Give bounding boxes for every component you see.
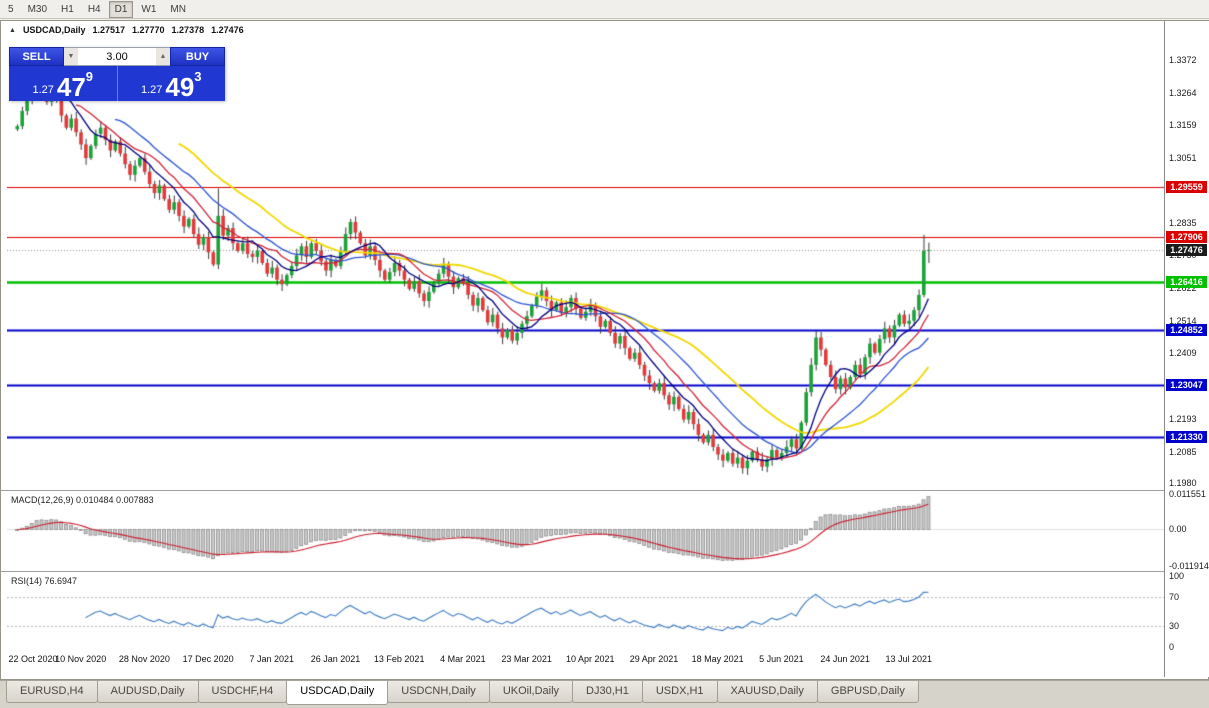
date-label: 18 May 2021 (691, 654, 744, 664)
price-axis-label: 1.3264 (1169, 88, 1197, 99)
sell-price-prefix: 1.27 (32, 84, 54, 96)
date-label: 10 Nov 2020 (55, 654, 107, 664)
chart-tab-usdchf-h4[interactable]: USDCHF,H4 (197, 681, 288, 703)
date-label: 22 Oct 2020 (8, 654, 58, 664)
macd-axis-label: 0.011551 (1169, 489, 1206, 499)
chart-tab-usdcad-daily[interactable]: USDCAD,Daily (286, 681, 389, 705)
buy-price-sup: 3 (194, 69, 202, 84)
chart-ohlc-header: ▲ USDCAD,Daily 1.27517 1.27770 1.27378 1… (9, 25, 244, 35)
chart-tab-ukoil-daily[interactable]: UKOil,Daily (488, 681, 574, 703)
chart-tab-xauusd-daily[interactable]: XAUUSD,Daily (716, 681, 818, 703)
sell-price-display[interactable]: 1.27 47 9 (9, 66, 118, 101)
date-label: 4 Mar 2021 (440, 654, 486, 664)
volume-increase-button[interactable]: ▲ (156, 48, 170, 65)
price-line-tag: 1.23047 (1166, 378, 1207, 391)
chart-tab-gbpusd-daily[interactable]: GBPUSD,Daily (816, 681, 919, 703)
chart-tab-usdx-h1[interactable]: USDX,H1 (641, 681, 718, 703)
date-label: 26 Jan 2021 (310, 654, 361, 664)
price-line-tag: 1.24852 (1166, 323, 1207, 336)
price-axis-label: 1.2193 (1169, 413, 1197, 424)
chart-tab-dj30-h1[interactable]: DJ30,H1 (572, 681, 643, 703)
volume-spinner: ▼ ▲ (64, 47, 170, 66)
price-line-tag: 1.26416 (1166, 276, 1207, 289)
date-label: 24 Jun 2021 (820, 654, 870, 664)
price-axis: 1.33721.32641.31591.30511.29461.28351.27… (1164, 21, 1209, 677)
period-button-h1[interactable]: H1 (61, 3, 74, 15)
chart-tab-eurusd-h4[interactable]: EURUSD,H4 (6, 681, 98, 703)
chart-collapse-icon[interactable]: ▲ (9, 26, 16, 34)
rsi-axis-label: 70 (1169, 592, 1180, 603)
buy-price-big: 49 (165, 71, 195, 102)
rsi-pane-separator[interactable] (1, 571, 1208, 572)
macd-pane-separator[interactable] (1, 490, 1208, 491)
sell-button[interactable]: SELL (9, 47, 64, 66)
period-button-mn[interactable]: MN (170, 3, 186, 15)
price-axis-label: 1.2835 (1169, 218, 1197, 229)
price-line-tag: 1.21330 (1166, 430, 1207, 443)
one-click-trading-panel: SELL ▼ ▲ BUY 1.27 47 9 1.27 49 3 (9, 47, 225, 101)
chart-tab-bar: EURUSD,H4 AUDUSD,Daily USDCHF,H4 USDCAD,Dai… (0, 680, 1209, 708)
period-button-h4[interactable]: H4 (87, 3, 101, 15)
ohlc-low: 1.27378 (171, 25, 205, 35)
macd-header: MACD(12,26,9) 0.010484 0.007883 (11, 495, 154, 505)
ohlc-high: 1.27770 (132, 25, 165, 35)
date-label: 17 Dec 2020 (182, 654, 234, 664)
price-line-tag: 1.29559 (1166, 180, 1207, 193)
date-label: 5 Jun 2021 (759, 654, 804, 664)
date-label: 29 Apr 2021 (629, 654, 679, 664)
macd-axis-label: 0.00 (1169, 524, 1187, 535)
periods-toolbar: 5 M30 H1 H4 D1 W1 MN (0, 0, 1209, 19)
rsi-axis-label: 30 (1169, 620, 1180, 631)
price-axis-label: 1.3051 (1169, 152, 1197, 163)
ohlc-open: 1.27517 (92, 25, 125, 35)
period-button-m30[interactable]: M30 (27, 3, 48, 15)
buy-price-prefix: 1.27 (140, 84, 163, 96)
price-axis-label: 1.2409 (1169, 348, 1197, 358)
period-button-w1[interactable]: W1 (141, 3, 157, 15)
price-axis-label: 1.1980 (1169, 478, 1197, 489)
sell-price-big: 47 (56, 71, 86, 102)
current-price-tag: 1.27476 (1166, 244, 1207, 257)
chart-tab-audusd-daily[interactable]: AUDUSD,Daily (96, 681, 199, 703)
chart-symbol-label: USDCAD,Daily (22, 25, 86, 35)
date-label: 23 Mar 2021 (501, 654, 552, 664)
sell-price-sup: 9 (85, 69, 94, 84)
volume-decrease-button[interactable]: ▼ (64, 48, 78, 65)
date-label: 10 Apr 2021 (566, 654, 615, 664)
date-label: 13 Jul 2021 (885, 654, 933, 664)
price-axis-label: 1.2514 (1169, 316, 1197, 327)
volume-input[interactable] (78, 48, 156, 65)
period-button-5[interactable]: 5 (8, 3, 14, 15)
buy-button[interactable]: BUY (170, 47, 225, 66)
time-axis: 22 Oct 2020 10 Nov 2020 28 Nov 2020 17 Dec … (1, 652, 1161, 668)
price-axis-label: 1.3372 (1169, 55, 1197, 66)
rsi-header: RSI(14) 76.6947 (11, 576, 78, 586)
rsi-axis-label: 0 (1169, 642, 1175, 652)
price-axis-label: 1.2085 (1169, 446, 1197, 457)
chart-tab-usdcnh-daily[interactable]: USDCNH,Daily (387, 681, 490, 703)
chart-canvas[interactable] (7, 38, 1164, 651)
ohlc-close: 1.27476 (211, 25, 244, 35)
macd-axis-label: -0.011914 (1169, 561, 1209, 571)
price-axis-label: 1.3159 (1169, 119, 1197, 130)
rsi-axis-label: 100 (1169, 571, 1185, 581)
buy-price-display[interactable]: 1.27 49 3 (118, 66, 226, 101)
date-label: 28 Nov 2020 (118, 654, 170, 664)
price-line-tag: 1.27906 (1166, 230, 1207, 243)
date-label: 7 Jan 2021 (249, 654, 295, 664)
chart-window: ▲ USDCAD,Daily 1.27517 1.27770 1.27378 1… (0, 20, 1209, 680)
period-button-d1[interactable]: D1 (108, 0, 134, 18)
date-label: 13 Feb 2021 (373, 654, 425, 664)
